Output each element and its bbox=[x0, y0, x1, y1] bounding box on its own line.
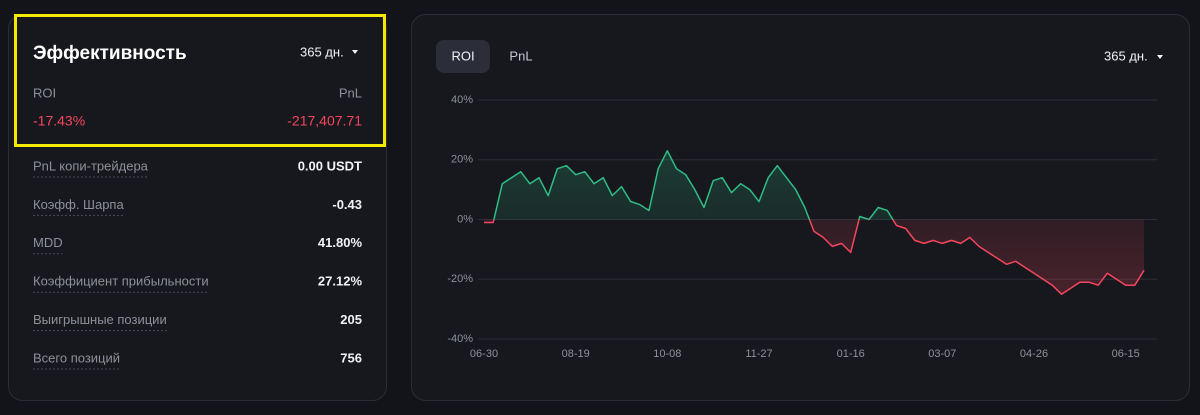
line-positive bbox=[493, 150, 894, 220]
pnl-label: PnL bbox=[339, 85, 362, 100]
x-tick-label: 08-19 bbox=[562, 348, 590, 360]
x-tick-label: 01-16 bbox=[837, 348, 865, 360]
area-negative bbox=[484, 219, 1144, 295]
roi-label: ROI bbox=[33, 85, 56, 100]
line-negative bbox=[484, 219, 1145, 295]
tab-roi[interactable]: ROI bbox=[451, 48, 474, 63]
x-tick-label: 03-07 bbox=[928, 348, 956, 360]
highlight-box bbox=[14, 14, 386, 147]
tab-pnl[interactable]: PnL bbox=[509, 48, 532, 63]
metric-label: Всего позиций bbox=[33, 350, 120, 365]
tab-active-bg bbox=[436, 40, 490, 73]
metric-label: Коэфф. Шарпа bbox=[33, 197, 124, 212]
pnl-value: -217,407.71 bbox=[287, 113, 362, 129]
x-tick-label: 11-27 bbox=[745, 348, 772, 360]
dropdown-arrow bbox=[352, 50, 358, 54]
y-tick-label: 20% bbox=[451, 154, 473, 166]
metric-label: MDD bbox=[33, 235, 63, 250]
y-tick-label: 0% bbox=[457, 213, 473, 225]
metric-value: 205 bbox=[340, 312, 362, 327]
metric-label: PnL копи-трейдера bbox=[33, 158, 149, 173]
y-tick-label: -20% bbox=[447, 273, 473, 285]
metric-label: Выигрышные позиции bbox=[33, 312, 167, 327]
metric-value: 27.12% bbox=[318, 274, 363, 289]
x-tick-label: 06-15 bbox=[1112, 348, 1140, 360]
chart-period-select[interactable]: 365 дн. bbox=[1104, 48, 1148, 63]
panel-title: Эффективность bbox=[33, 43, 187, 64]
area-positive bbox=[484, 150, 1144, 220]
metrics-list: PnL копи-трейдера 0.00 USDT Коэфф. Шарпа -0… bbox=[33, 158, 363, 370]
metric-value: -0.43 bbox=[332, 197, 362, 212]
x-tick-label: 06-30 bbox=[470, 348, 498, 360]
plot: 40% 20% 0% -20% -40% 06-30 08-19 10-08 11-27 01-1… bbox=[447, 94, 1157, 360]
x-tick-label: 04-26 bbox=[1020, 348, 1048, 360]
metric-value: 756 bbox=[340, 350, 362, 365]
metric-value: 0.00 USDT bbox=[298, 158, 362, 173]
roi-value: -17.43% bbox=[33, 113, 85, 129]
x-tick-label: 10-08 bbox=[653, 348, 681, 360]
metric-label: Коэффициент прибыльности bbox=[33, 274, 209, 289]
period-select[interactable]: 365 дн. bbox=[300, 44, 344, 59]
metric-value: 41.80% bbox=[318, 235, 363, 250]
y-tick-label: 40% bbox=[451, 94, 473, 106]
y-tick-label: -40% bbox=[447, 333, 473, 345]
dropdown-arrow bbox=[1157, 55, 1163, 59]
